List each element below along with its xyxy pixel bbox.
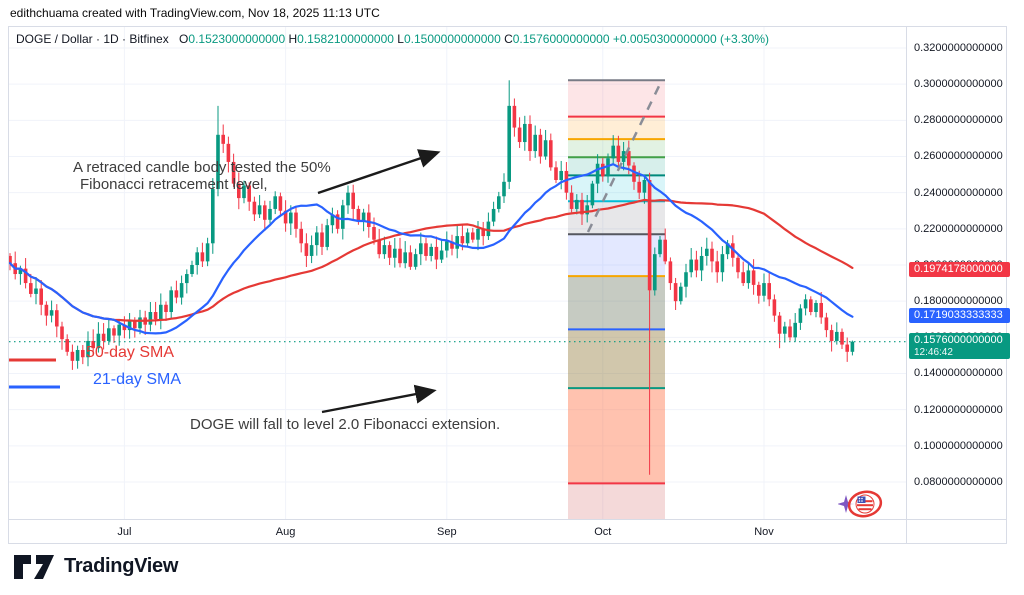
sma50-line (8, 198, 854, 322)
sma21-line (8, 163, 854, 335)
dashed-trend-line (586, 79, 664, 233)
annotation-arrow-2 (321, 384, 437, 414)
annotation-arrow-1 (317, 149, 441, 195)
candlestick-series (8, 80, 855, 475)
